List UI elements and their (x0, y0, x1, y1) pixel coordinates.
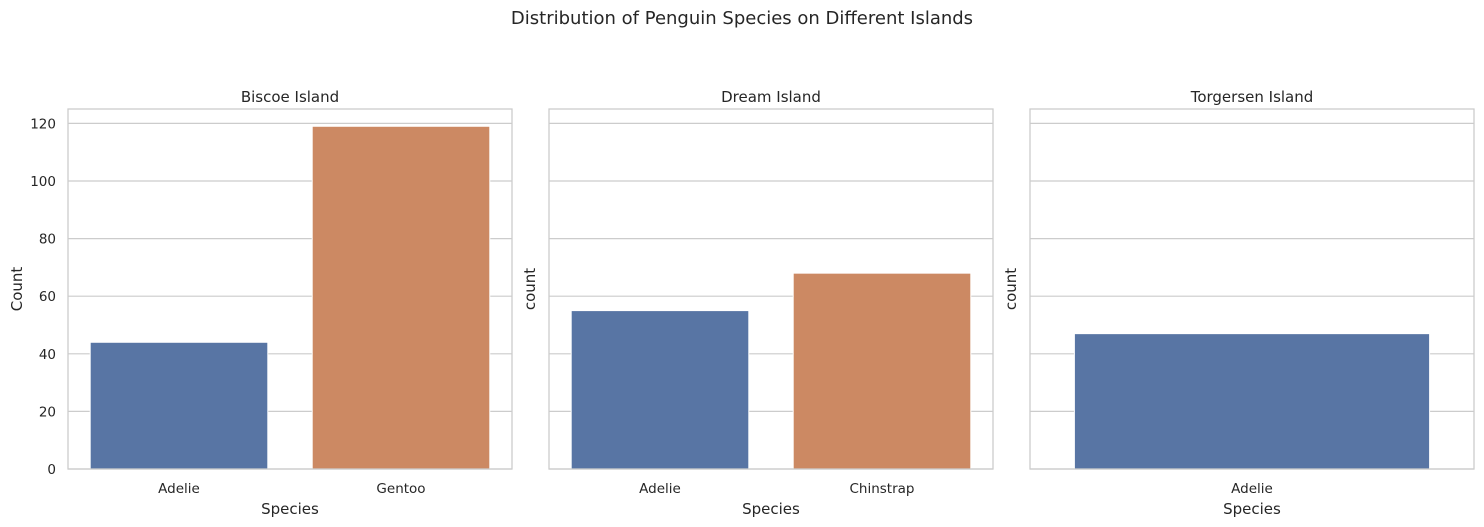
x-axis-label: Species (1223, 500, 1281, 518)
panel-title: Torgersen Island (1190, 88, 1314, 106)
x-axis-label: Species (261, 500, 319, 518)
bar-gentoo (311, 125, 491, 470)
plot-frame (1029, 108, 1475, 470)
x-tick-label: Adelie (639, 481, 681, 497)
bar-adelie (1073, 333, 1431, 470)
bar-chinstrap (792, 272, 972, 470)
panel-title: Biscoe Island (241, 88, 339, 106)
x-tick-label: Chinstrap (849, 481, 914, 497)
plot-frame (67, 108, 513, 470)
y-tick-label: 80 (39, 232, 56, 248)
y-axis-label: Count (8, 267, 26, 312)
x-tick-label: Gentoo (376, 481, 425, 497)
bar-adelie (89, 341, 269, 470)
plot-frame (548, 108, 994, 470)
x-axis-label: Species (742, 500, 800, 518)
y-tick-label: 20 (39, 404, 56, 420)
figure-title: Distribution of Penguin Species on Diffe… (511, 8, 973, 29)
x-tick-label: Adelie (158, 481, 200, 497)
y-axis-label: count (1002, 268, 1020, 310)
y-tick-label: 120 (30, 116, 56, 132)
panel-title: Dream Island (721, 88, 821, 106)
bar-adelie (570, 310, 750, 470)
panel-2: Adelie Chinstrap Dream Island Species count (521, 88, 994, 518)
y-tick-label: 100 (30, 174, 56, 190)
x-tick-label: Adelie (1231, 481, 1273, 497)
panel-1: Adelie Gentoo 0 20 40 60 80 100 120 Biscoe Island… (8, 88, 513, 518)
panels: Adelie Gentoo 0 20 40 60 80 100 120 Biscoe Island… (8, 88, 1475, 518)
y-tick-label: 60 (39, 289, 56, 305)
panel-3: Adelie Torgersen Island Species count (1002, 88, 1475, 518)
y-axis-label: count (521, 268, 539, 310)
y-tick-label: 0 (47, 462, 56, 478)
y-tick-label: 40 (39, 347, 56, 363)
